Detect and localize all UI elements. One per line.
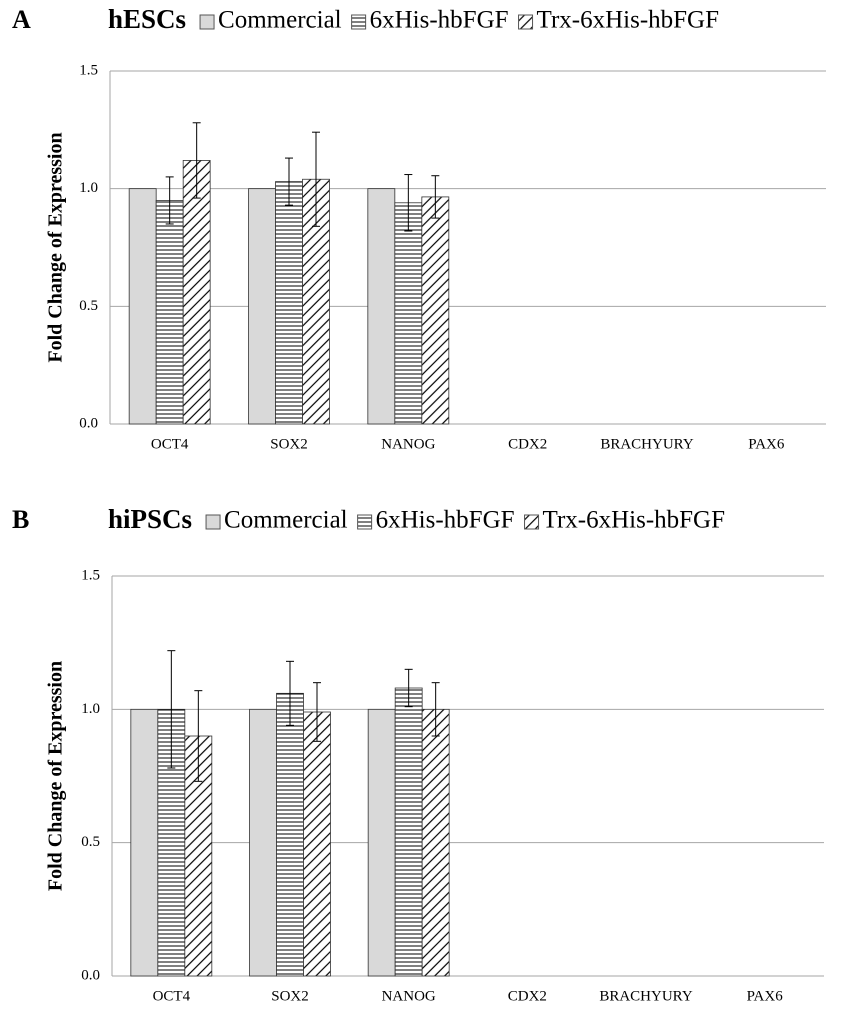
- chart-title: hESCs: [108, 4, 186, 34]
- legend-label: 6xHis-hbFGF: [376, 507, 515, 534]
- x-tick-label: CDX2: [508, 436, 547, 452]
- panel-label: B: [12, 505, 29, 534]
- y-tick-label: 1.0: [79, 180, 98, 196]
- x-tick-label: SOX2: [270, 436, 308, 452]
- legend-label: 6xHis-hbFGF: [370, 7, 509, 34]
- bar: [276, 182, 303, 424]
- x-tick-label: BRACHYURY: [599, 988, 693, 1004]
- chart-title: hiPSCs: [108, 504, 192, 534]
- figure: AhESCs Commercial 6xHis-hbFGF Trx-6xHis-hbF…: [0, 0, 843, 1011]
- x-tick-label: OCT4: [151, 436, 189, 452]
- x-tick-label: PAX6: [748, 436, 785, 452]
- bar: [277, 693, 304, 976]
- legend-marker: [206, 515, 220, 529]
- y-tick-label: 0.0: [81, 967, 100, 983]
- bar: [368, 709, 395, 976]
- x-tick-label: CDX2: [508, 988, 547, 1004]
- bar: [250, 709, 277, 976]
- legend-label: Commercial: [224, 507, 348, 534]
- bar: [422, 197, 449, 424]
- y-tick-label: 0.5: [81, 834, 100, 850]
- y-axis-label: Fold Change of Expression: [45, 132, 67, 362]
- x-tick-label: SOX2: [271, 988, 309, 1004]
- legend-marker: [519, 15, 533, 29]
- legend-label: Trx-6xHis-hbFGF: [537, 7, 719, 34]
- x-tick-label: NANOG: [382, 988, 436, 1004]
- legend-marker: [525, 515, 539, 529]
- legend-marker: [200, 15, 214, 29]
- x-tick-label: PAX6: [747, 988, 784, 1004]
- bar: [395, 203, 422, 424]
- bar: [156, 200, 183, 424]
- legend-label: Commercial: [218, 7, 342, 34]
- y-axis-label: Fold Change of Expression: [45, 661, 67, 891]
- x-tick-label: NANOG: [381, 436, 435, 452]
- page: AhESCs Commercial 6xHis-hbFGF Trx-6xHis-hbF…: [0, 0, 843, 1011]
- y-tick-label: 0.5: [79, 298, 98, 314]
- bar: [395, 688, 422, 976]
- y-tick-label: 0.0: [79, 415, 98, 431]
- x-tick-label: OCT4: [153, 988, 191, 1004]
- bar: [249, 189, 276, 424]
- bar: [131, 709, 158, 976]
- bar: [183, 160, 210, 424]
- bar: [368, 189, 395, 424]
- bar: [129, 189, 156, 424]
- bar: [304, 712, 331, 976]
- y-tick-label: 1.5: [81, 567, 100, 583]
- legend-marker: [352, 15, 366, 29]
- legend-label: Trx-6xHis-hbFGF: [543, 507, 725, 534]
- bar: [422, 709, 449, 976]
- panel-label: A: [12, 5, 31, 34]
- legend-marker: [358, 515, 372, 529]
- x-tick-label: BRACHYURY: [600, 436, 694, 452]
- y-tick-label: 1.5: [79, 62, 98, 78]
- y-tick-label: 1.0: [81, 701, 100, 717]
